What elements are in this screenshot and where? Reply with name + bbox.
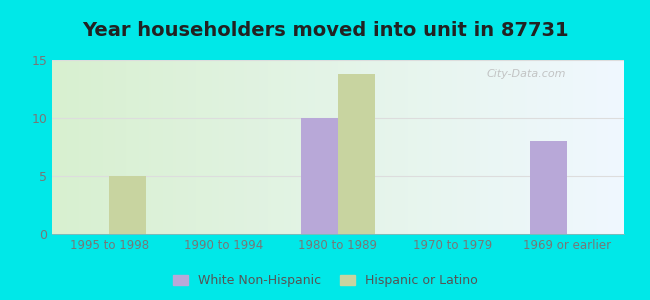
Bar	[109, 176, 146, 234]
Bar	[338, 74, 374, 234]
Bar	[530, 141, 567, 234]
Bar	[302, 118, 338, 234]
Text: City-Data.com: City-Data.com	[487, 69, 566, 79]
Text: Year householders moved into unit in 87731: Year householders moved into unit in 877…	[82, 21, 568, 40]
Legend: White Non-Hispanic, Hispanic or Latino: White Non-Hispanic, Hispanic or Latino	[169, 270, 481, 291]
